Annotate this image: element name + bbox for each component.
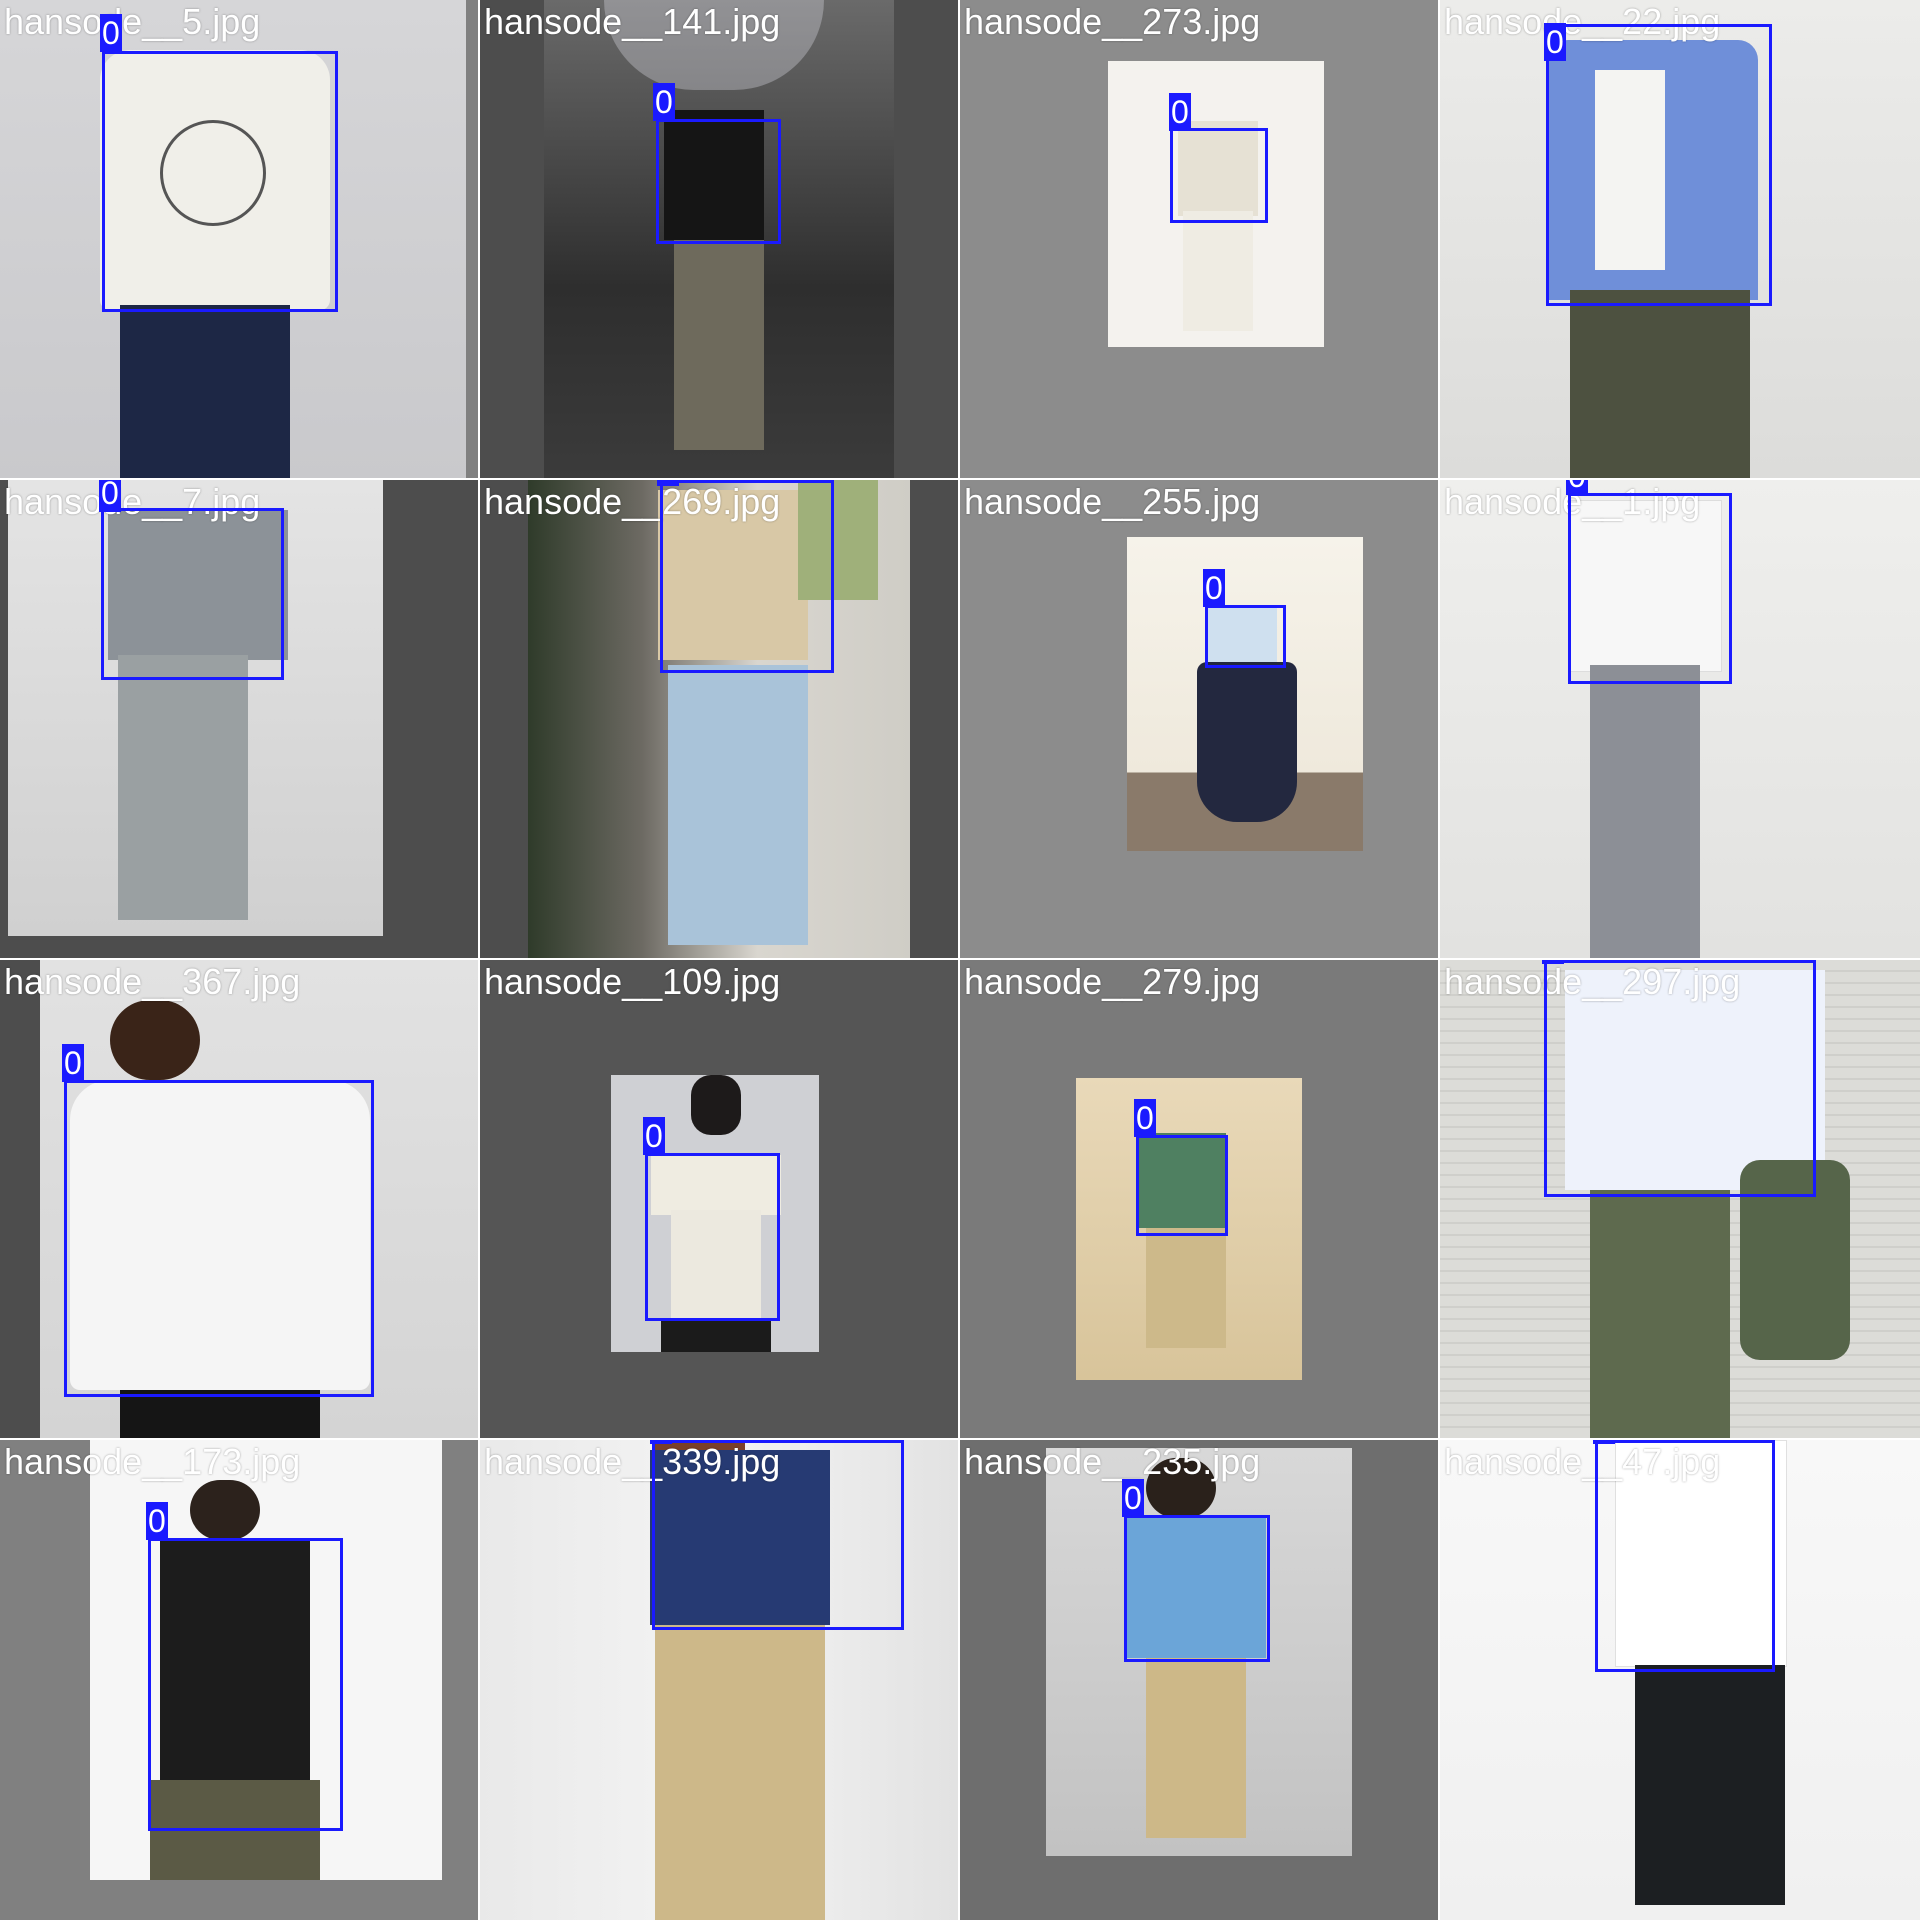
grid-tile[interactable]: hansode__5.jpg 0 bbox=[0, 0, 478, 478]
grid-tile[interactable]: hansode__367.jpg 0 bbox=[0, 960, 478, 1438]
bounding-box bbox=[1546, 24, 1772, 306]
filename-label: hansode__255.jpg bbox=[964, 481, 1261, 522]
photo bbox=[1440, 1440, 1920, 1920]
bounding-box bbox=[1170, 128, 1268, 223]
class-label: 0 bbox=[1542, 960, 1564, 964]
class-label: 0 bbox=[1134, 1099, 1156, 1137]
filename-label: hansode__367.jpg bbox=[4, 961, 301, 1002]
grid-tile[interactable]: hansode__269.jpg 0 bbox=[480, 480, 958, 958]
class-label: 0 bbox=[643, 1117, 665, 1155]
photo bbox=[1440, 480, 1920, 958]
bounding-box bbox=[656, 119, 781, 244]
bounding-box bbox=[64, 1080, 374, 1397]
class-label: 0 bbox=[1203, 569, 1225, 607]
photo bbox=[544, 0, 894, 478]
class-label: 0 bbox=[653, 83, 675, 121]
photo bbox=[1076, 1078, 1302, 1380]
filename-label: hansode__22.jpg bbox=[1444, 1, 1721, 42]
photo bbox=[1108, 61, 1324, 347]
bounding-box bbox=[660, 480, 834, 673]
photo bbox=[1440, 960, 1920, 1438]
filename-label: hansode__279.jpg bbox=[964, 961, 1261, 1002]
class-label: 0 bbox=[1122, 1479, 1144, 1517]
class-label: 0 bbox=[1169, 93, 1191, 131]
class-label: 0 bbox=[100, 14, 122, 52]
class-label: 0 bbox=[99, 480, 121, 512]
grid-tile[interactable]: hansode__22.jpg 0 bbox=[1440, 0, 1920, 478]
filename-label: hansode__47.jpg bbox=[1444, 1441, 1721, 1482]
grid-tile[interactable]: hansode__1.jpg 0 bbox=[1440, 480, 1920, 958]
class-label: 0 bbox=[1566, 480, 1588, 495]
grid-tile[interactable]: hansode__235.jpg 0 bbox=[960, 1440, 1438, 1920]
photo bbox=[0, 0, 466, 478]
filename-label: hansode__339.jpg bbox=[484, 1441, 781, 1482]
grid-tile[interactable]: hansode__255.jpg 0 bbox=[960, 480, 1438, 958]
grid-tile[interactable]: hansode__339.jpg 0 bbox=[480, 1440, 958, 1920]
filename-label: hansode__273.jpg bbox=[964, 1, 1261, 42]
bounding-box bbox=[1595, 1440, 1775, 1672]
grid-tile[interactable]: hansode__173.jpg 0 bbox=[0, 1440, 478, 1920]
photo bbox=[8, 480, 383, 936]
filename-label: hansode__109.jpg bbox=[484, 961, 781, 1002]
grid-tile[interactable]: hansode__273.jpg 0 bbox=[960, 0, 1438, 478]
filename-label: hansode__297.jpg bbox=[1444, 961, 1741, 1002]
photo bbox=[40, 960, 478, 1438]
photo bbox=[1127, 537, 1363, 851]
bounding-box bbox=[1136, 1135, 1228, 1236]
filename-label: hansode__269.jpg bbox=[484, 481, 781, 522]
class-label: 0 bbox=[62, 1044, 84, 1082]
filename-label: hansode__7.jpg bbox=[4, 481, 261, 522]
grid-tile[interactable]: hansode__109.jpg 0 bbox=[480, 960, 958, 1438]
bounding-box bbox=[652, 1440, 904, 1630]
class-label: 0 bbox=[657, 480, 679, 486]
class-label: 0 bbox=[1544, 23, 1566, 61]
photo bbox=[1440, 0, 1920, 478]
filename-label: hansode__5.jpg bbox=[4, 1, 261, 42]
bounding-box bbox=[101, 508, 284, 680]
filename-label: hansode__141.jpg bbox=[484, 1, 781, 42]
bounding-box bbox=[1544, 960, 1816, 1197]
bounding-box bbox=[1205, 605, 1286, 668]
grid-tile[interactable]: hansode__47.jpg 0 bbox=[1440, 1440, 1920, 1920]
grid-tile[interactable]: hansode__7.jpg 0 bbox=[0, 480, 478, 958]
bounding-box bbox=[102, 51, 338, 312]
bounding-box bbox=[148, 1538, 343, 1831]
bounding-box bbox=[1568, 493, 1732, 684]
filename-label: hansode__235.jpg bbox=[964, 1441, 1261, 1482]
photo bbox=[480, 1440, 958, 1920]
class-label: 0 bbox=[1593, 1440, 1615, 1444]
class-label: 0 bbox=[146, 1502, 168, 1540]
grid-tile[interactable]: hansode__141.jpg 0 bbox=[480, 0, 958, 478]
photo bbox=[528, 480, 910, 958]
grid-tile[interactable]: hansode__297.jpg 0 bbox=[1440, 960, 1920, 1438]
filename-label: hansode__173.jpg bbox=[4, 1441, 301, 1482]
grid-tile[interactable]: hansode__279.jpg 0 bbox=[960, 960, 1438, 1438]
bounding-box bbox=[1124, 1515, 1270, 1662]
class-label: 0 bbox=[650, 1440, 672, 1444]
bounding-box bbox=[645, 1153, 780, 1321]
